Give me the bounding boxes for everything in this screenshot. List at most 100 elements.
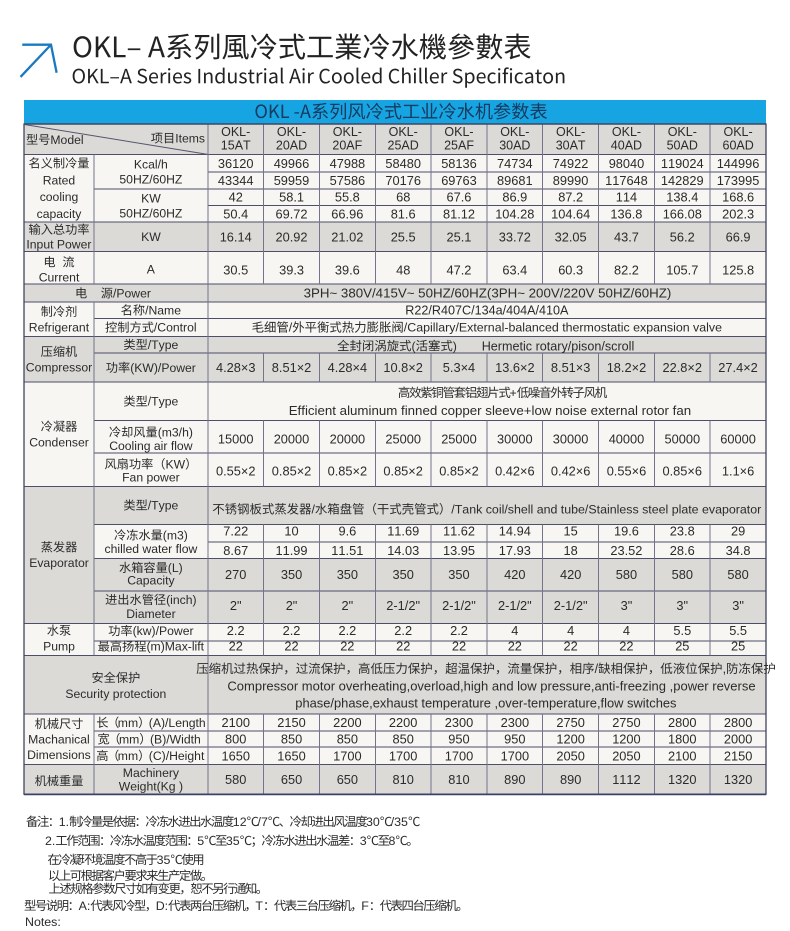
- svg-text:1200: 1200: [612, 732, 640, 747]
- svg-text:Current: Current: [39, 270, 80, 284]
- svg-text:4.28×4: 4.28×4: [328, 360, 368, 375]
- svg-text:/Name: /Name: [145, 304, 181, 318]
- svg-text:850: 850: [337, 732, 358, 747]
- svg-text:Pump: Pump: [43, 639, 75, 653]
- svg-text:2-1/2": 2-1/2": [442, 598, 476, 613]
- svg-text:2": 2": [230, 598, 242, 613]
- svg-text:50000: 50000: [665, 432, 701, 447]
- svg-text:KW: KW: [141, 191, 161, 205]
- svg-text:(m3): (m3): [163, 529, 188, 543]
- svg-text:29: 29: [731, 524, 745, 539]
- svg-text:168.6: 168.6: [722, 190, 754, 205]
- svg-text:32.05: 32.05: [555, 229, 587, 244]
- svg-text:OKL-: OKL-: [333, 125, 362, 139]
- svg-text:30AD: 30AD: [499, 138, 530, 152]
- svg-text:59959: 59959: [274, 173, 310, 188]
- svg-text:81.6: 81.6: [391, 206, 416, 221]
- svg-text:580: 580: [672, 567, 693, 582]
- svg-text:(L): (L): [168, 561, 183, 575]
- svg-text:74734: 74734: [497, 156, 533, 171]
- svg-text:50HZ/60HZ: 50HZ/60HZ: [119, 173, 183, 187]
- svg-text:2750: 2750: [612, 715, 640, 730]
- svg-text:22: 22: [340, 639, 354, 654]
- svg-text:114: 114: [616, 190, 637, 205]
- svg-text:9.6: 9.6: [339, 524, 357, 539]
- svg-text:22.8×2: 22.8×2: [663, 360, 703, 375]
- svg-text:5.5: 5.5: [729, 623, 747, 638]
- svg-text:119024: 119024: [661, 156, 704, 171]
- svg-text:2100: 2100: [668, 748, 696, 763]
- svg-text:/7: /7: [258, 815, 268, 829]
- svg-text:35: 35: [157, 853, 171, 867]
- svg-text:(KW)/Power: (KW)/Power: [130, 361, 196, 375]
- svg-text:144996: 144996: [717, 156, 760, 171]
- svg-text:/Type: /Type: [148, 499, 179, 513]
- svg-text:104.64: 104.64: [551, 206, 590, 221]
- svg-text:47988: 47988: [330, 156, 366, 171]
- svg-text:20000: 20000: [274, 432, 310, 447]
- svg-text:2-1/2": 2-1/2": [554, 598, 588, 613]
- svg-text:11.99: 11.99: [276, 543, 308, 558]
- svg-text:69.72: 69.72: [276, 206, 308, 221]
- svg-text:22: 22: [396, 639, 410, 654]
- svg-text:OKL-: OKL-: [389, 125, 418, 139]
- svg-text:mm: mm: [119, 732, 139, 746]
- svg-text:15000: 15000: [218, 432, 254, 447]
- svg-text:22: 22: [619, 639, 633, 654]
- svg-text:350: 350: [448, 567, 469, 582]
- svg-text:30AT: 30AT: [556, 138, 586, 152]
- svg-text:Kcal/h: Kcal/h: [134, 158, 168, 172]
- svg-text:/Type: /Type: [148, 395, 179, 409]
- svg-text:30.5: 30.5: [223, 263, 248, 278]
- svg-text:T: T: [255, 899, 263, 913]
- svg-text:25.1: 25.1: [447, 229, 472, 244]
- svg-text:56.2: 56.2: [670, 229, 695, 244]
- svg-text:50HZ/60HZ: 50HZ/60HZ: [119, 206, 183, 220]
- svg-text:Weight(Kg ): Weight(Kg ): [119, 779, 183, 793]
- svg-text:35: 35: [226, 834, 240, 848]
- svg-text:Dimensions: Dimensions: [27, 748, 91, 762]
- svg-text:2150: 2150: [277, 715, 305, 730]
- svg-text:30000: 30000: [553, 432, 589, 447]
- svg-text:11.51: 11.51: [331, 543, 363, 558]
- svg-text:22: 22: [284, 639, 298, 654]
- svg-text:4.28×3: 4.28×3: [216, 360, 256, 375]
- svg-text:18: 18: [564, 543, 578, 558]
- svg-text:chilled water flow: chilled water flow: [105, 542, 198, 556]
- svg-text:17.93: 17.93: [499, 543, 531, 558]
- svg-text:22: 22: [229, 639, 243, 654]
- svg-text:50.4: 50.4: [223, 206, 248, 221]
- svg-text:66.9: 66.9: [726, 229, 751, 244]
- svg-text:+: +: [510, 386, 517, 400]
- svg-text:/Control: /Control: [154, 321, 197, 335]
- svg-text:1700: 1700: [445, 748, 473, 763]
- svg-text:57586: 57586: [330, 173, 366, 188]
- svg-text:2": 2": [286, 598, 298, 613]
- svg-text:/Power: /Power: [113, 287, 151, 301]
- svg-text:270: 270: [225, 567, 246, 582]
- svg-text:25000: 25000: [385, 432, 421, 447]
- svg-text:47.2: 47.2: [447, 263, 472, 278]
- svg-text:43344: 43344: [218, 173, 254, 188]
- svg-text:810: 810: [448, 772, 469, 787]
- svg-text:60.3: 60.3: [558, 263, 583, 278]
- svg-text:14.03: 14.03: [387, 543, 419, 558]
- svg-text:2-1/2": 2-1/2": [498, 598, 532, 613]
- svg-text:22: 22: [508, 639, 522, 654]
- svg-text:74922: 74922: [553, 156, 589, 171]
- svg-text:Condenser: Condenser: [29, 435, 89, 449]
- svg-text:KW: KW: [141, 230, 161, 244]
- svg-text:580: 580: [727, 567, 748, 582]
- svg-text:1700: 1700: [389, 748, 417, 763]
- svg-text:8.67: 8.67: [223, 543, 248, 558]
- svg-text:55.8: 55.8: [335, 190, 360, 205]
- svg-text:580: 580: [225, 772, 246, 787]
- svg-text:1320: 1320: [724, 772, 752, 787]
- svg-text:2.2: 2.2: [450, 623, 468, 638]
- svg-text:950: 950: [448, 732, 469, 747]
- svg-text:capacity: capacity: [37, 207, 83, 221]
- svg-text:21.02: 21.02: [331, 229, 363, 244]
- svg-text:11.62: 11.62: [443, 524, 475, 539]
- svg-text:Rated: Rated: [43, 173, 76, 187]
- svg-text:30000: 30000: [497, 432, 533, 447]
